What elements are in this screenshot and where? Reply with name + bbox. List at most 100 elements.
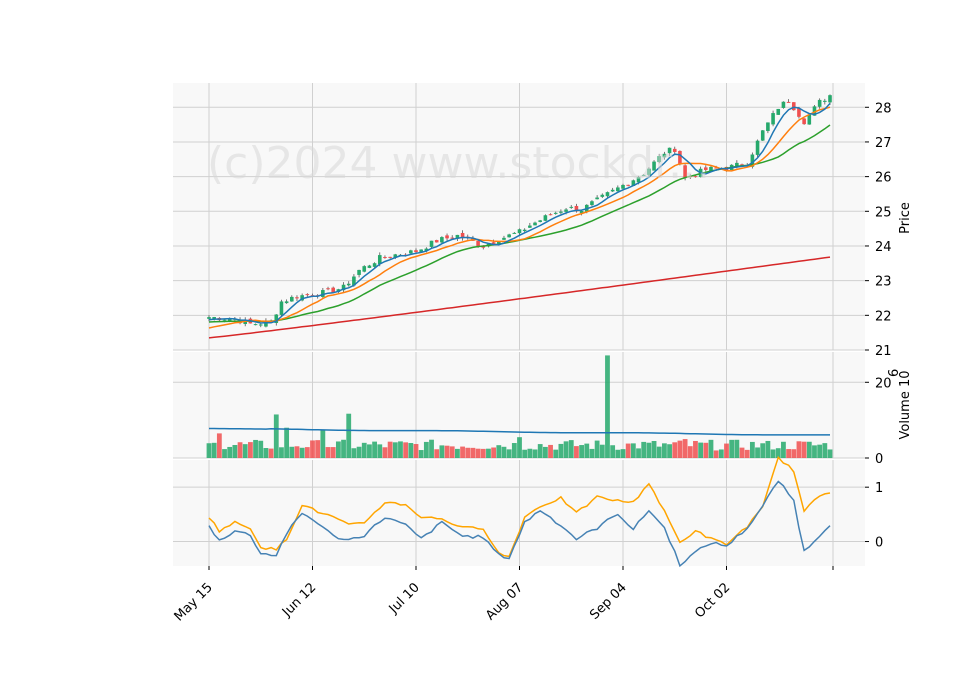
y-tick-label: 27: [875, 136, 892, 151]
volume-bar: [413, 444, 419, 458]
y-tick-label: 23: [875, 275, 892, 290]
candle-down: [491, 242, 496, 244]
candle-down: [434, 240, 439, 243]
macd-signal-line: [208, 455, 831, 558]
price-axis-label: Price: [898, 202, 913, 234]
volume-bar: [636, 448, 641, 458]
volume-bar: [346, 413, 352, 458]
volume-bar: [279, 447, 284, 458]
candle-down: [331, 287, 335, 293]
candle-up: [569, 206, 574, 208]
volume-bar: [501, 446, 507, 458]
volume-bar: [687, 446, 693, 458]
volume-bar: [729, 439, 735, 458]
candle-up: [636, 177, 641, 183]
candle-up: [667, 147, 672, 154]
volume-exponent-label: 6: [887, 369, 902, 377]
volume-bar: [713, 450, 719, 458]
volume-bar: [398, 441, 403, 458]
volume-bar: [335, 441, 341, 458]
candle-up: [750, 154, 755, 167]
volume-bar: [765, 440, 771, 458]
volume-bar: [439, 445, 445, 458]
volume-bar: [206, 443, 212, 458]
candle-up: [522, 229, 527, 232]
candle-up: [657, 156, 662, 163]
volume-bar: [822, 443, 828, 458]
volume-bar: [532, 449, 538, 458]
candle-down: [678, 150, 682, 165]
candle-up: [440, 237, 444, 243]
candle-up: [227, 318, 232, 322]
candle-up: [424, 248, 429, 252]
volume-bar: [444, 445, 450, 458]
candle-up: [346, 283, 351, 286]
candle-up: [352, 276, 356, 286]
candle-up: [393, 254, 398, 258]
candle-up: [621, 184, 625, 189]
volume-bar: [273, 414, 279, 458]
volume-bar: [367, 444, 372, 458]
candle-up: [497, 241, 501, 244]
volume-bar: [579, 445, 584, 458]
candle-up: [362, 266, 367, 272]
candle-up: [579, 210, 584, 214]
candle-up: [377, 255, 382, 265]
volume-bar: [522, 449, 528, 458]
volume-bar: [537, 444, 543, 458]
candle-up: [755, 140, 760, 155]
candle-down: [693, 176, 698, 178]
candle-down: [626, 184, 630, 186]
candle-up: [641, 174, 646, 176]
volume-bar: [703, 442, 709, 458]
volume-bar: [801, 441, 807, 458]
volume-bar: [806, 441, 812, 458]
volume-bar: [320, 429, 326, 458]
volume-bar: [475, 448, 481, 458]
volume-bar: [594, 440, 600, 458]
candle-up: [631, 180, 636, 186]
candle-down: [802, 118, 806, 125]
volume-bar: [630, 443, 636, 458]
candle-up: [367, 265, 372, 268]
candle-up: [502, 237, 506, 240]
candle-up: [300, 295, 304, 301]
volume-bar: [392, 442, 398, 458]
candle-up: [828, 95, 832, 103]
candle-down: [326, 288, 330, 290]
volume-bar: [253, 439, 258, 458]
candle-up: [279, 301, 284, 315]
candle-up: [709, 166, 713, 172]
volume-bar: [294, 446, 300, 458]
candle-up: [357, 269, 361, 275]
candle-up: [528, 225, 532, 228]
volume-bar: [361, 442, 367, 458]
volume-bar: [693, 440, 698, 458]
volume-bar: [263, 448, 269, 458]
volume-bar: [491, 447, 497, 458]
candle-up: [559, 211, 563, 213]
candle-up: [512, 232, 517, 234]
volume-bar: [682, 439, 688, 458]
volume-bar: [708, 439, 714, 458]
volume-bar: [258, 440, 264, 458]
moving-average-line-2: [208, 106, 831, 329]
volume-bar: [315, 440, 321, 458]
y-tick-label: 21: [875, 344, 892, 359]
candle-up: [321, 290, 325, 297]
volume-bar: [812, 445, 817, 458]
candle-up: [771, 113, 775, 125]
candle-down: [786, 101, 791, 103]
candle-up: [274, 314, 279, 323]
x-tick-label: Oct 02: [692, 580, 733, 621]
volume-bar: [242, 444, 248, 458]
candle-up: [812, 106, 817, 116]
candle-down: [295, 297, 299, 299]
candle-up: [776, 108, 781, 115]
candle-down: [476, 240, 480, 247]
volume-bar: [641, 441, 647, 458]
volume-bar: [429, 439, 434, 458]
candle-up: [823, 100, 827, 102]
volume-bar: [770, 449, 776, 458]
volume-bar: [486, 448, 491, 458]
